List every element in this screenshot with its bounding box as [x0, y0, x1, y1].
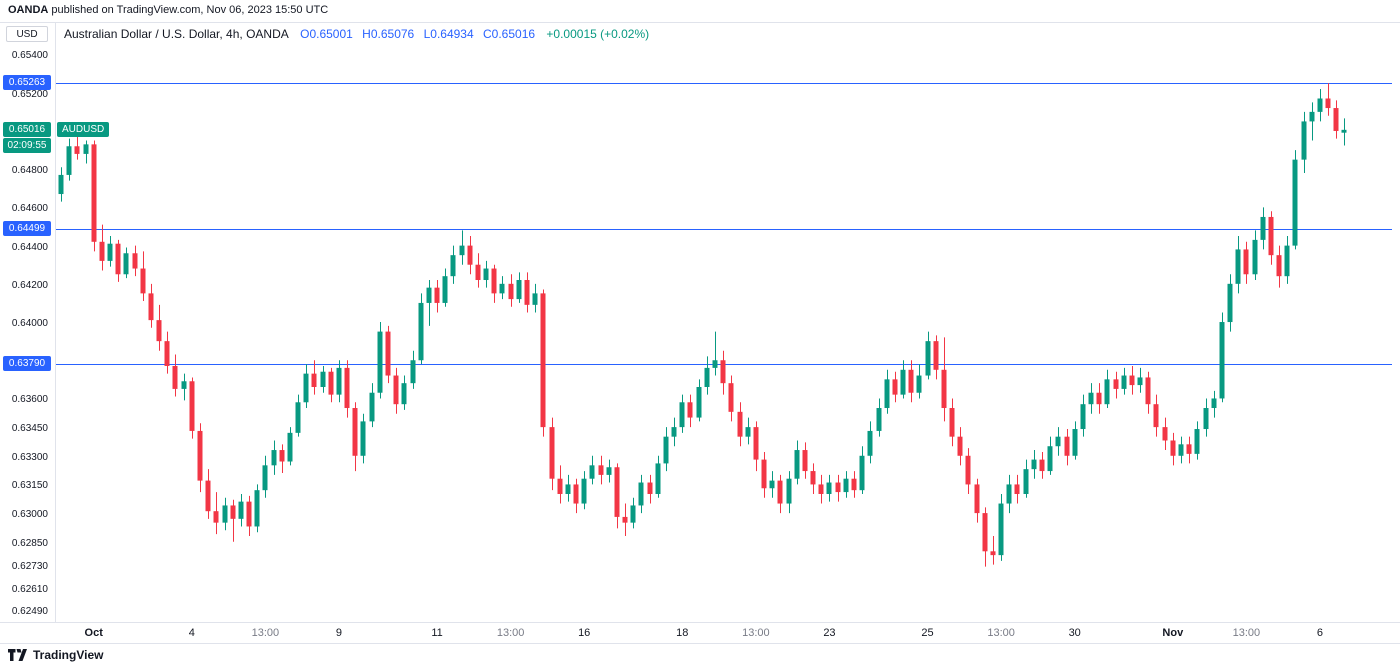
time-axis[interactable]: Oct 4 13:00 9 11 13:00 16 18 13:00 23 25 13:00 30 Nov…: [0, 622, 1400, 643]
price-tick-label: 0.64600: [11, 203, 48, 215]
price-tick-label: 0.65400: [11, 50, 48, 62]
price-axis[interactable]: 0.65400 0.65200 0.64800 0.64600 0.64400 0.642…: [0, 22, 55, 622]
ohlc-open: O0.65001: [300, 27, 353, 41]
price-level-badge[interactable]: 0.65263: [3, 74, 51, 90]
price-level-badge[interactable]: 0.63790: [3, 356, 51, 372]
chart-plot-area[interactable]: [56, 22, 1392, 622]
price-tick-label: 0.62850: [11, 537, 48, 549]
time-tick-label: 30: [1068, 627, 1081, 639]
time-tick-label: 4: [188, 627, 195, 639]
price-change: +0.00015 (+0.02%): [546, 27, 650, 41]
price-tick-label: 0.63600: [11, 394, 48, 406]
price-level-badge[interactable]: 0.64499: [3, 220, 51, 236]
price-tick-label: 0.64000: [11, 317, 48, 329]
time-tick-label: 18: [676, 627, 689, 639]
time-tick-label: 13:00: [496, 627, 525, 639]
ohlc-high: H0.65076: [362, 27, 415, 41]
ohlc-low: L0.64934: [423, 27, 474, 41]
time-tick-label: 13:00: [251, 627, 280, 639]
price-tick-label: 0.64200: [11, 279, 48, 291]
price-tick-label: 0.63150: [11, 480, 48, 492]
price-tick-label: 0.64400: [11, 241, 48, 253]
footer-brand[interactable]: TradingView: [33, 648, 104, 662]
header-divider: [0, 22, 1400, 23]
time-tick-label: 6: [1316, 627, 1323, 639]
time-tick-label: 13:00: [1232, 627, 1261, 639]
time-tick-label: 16: [578, 627, 591, 639]
symbol-title[interactable]: Australian Dollar / U.S. Dollar, 4h, OAN…: [64, 27, 289, 41]
ohlc-close: C0.65016: [483, 27, 536, 41]
time-tick-label: 23: [823, 627, 836, 639]
price-tick-label: 0.64800: [11, 165, 48, 177]
time-tick-label: 13:00: [987, 627, 1015, 639]
footer-divider: [0, 643, 1400, 644]
attribution-text: published on TradingView.com, Nov 06, 20…: [48, 4, 329, 16]
time-tick-label: Nov: [1162, 627, 1184, 639]
price-tick-label: 0.63000: [11, 509, 48, 520]
time-axis-divider: [0, 622, 1400, 623]
attribution-source: OANDA: [8, 4, 49, 16]
price-tick-label: 0.65200: [11, 88, 48, 100]
current-price-badge[interactable]: 0.65016: [3, 121, 51, 137]
time-tick-label: 9: [335, 627, 342, 639]
price-tick-label: 0.62490: [11, 606, 48, 618]
symbol-price-tag[interactable]: AUDUSD: [57, 121, 110, 137]
time-tick-label: 11: [431, 627, 443, 639]
time-tick-label: 25: [921, 627, 934, 639]
price-tick-label: 0.63450: [11, 423, 48, 435]
footer: TradingView: [8, 648, 103, 662]
chart-legend[interactable]: Australian Dollar / U.S. Dollar, 4h, OAN…: [64, 27, 649, 41]
price-tick-label: 0.62610: [11, 583, 48, 595]
price-tick-label: 0.62730: [11, 560, 48, 572]
attribution-bar: OANDA published on TradingView.com, Nov …: [8, 4, 328, 16]
bar-countdown-badge: 02:09:55: [3, 137, 51, 153]
price-axis-currency-button[interactable]: USD: [6, 26, 48, 42]
price-axis-divider: [55, 22, 56, 622]
price-tick-label: 0.63300: [11, 451, 48, 463]
tradingview-logo-icon[interactable]: [8, 649, 27, 661]
time-tick-label: 13:00: [742, 627, 770, 639]
time-tick-label: Oct: [84, 627, 103, 639]
